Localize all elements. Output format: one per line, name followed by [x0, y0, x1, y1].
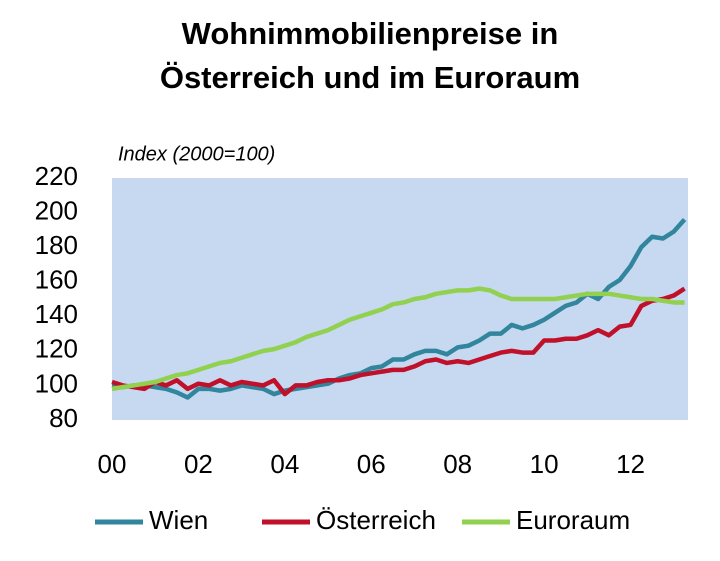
y-tick-label: 220	[35, 161, 78, 191]
y-tick-label: 120	[35, 334, 78, 364]
y-tick-label: 140	[35, 299, 78, 329]
y-tick-label: 180	[35, 230, 78, 260]
legend-label: Wien	[149, 505, 208, 535]
y-tick-label: 200	[35, 195, 78, 225]
plot-area	[112, 178, 688, 420]
y-tick-label: 160	[35, 265, 78, 295]
line	[111, 286, 686, 397]
legend-label: Österreich	[316, 505, 436, 535]
x-tick-label: 08	[443, 449, 472, 479]
x-tick-label: 12	[616, 449, 645, 479]
line	[111, 286, 685, 392]
x-tick-label: 00	[98, 449, 127, 479]
x-tick-label: 06	[357, 449, 386, 479]
x-tick-label: 02	[184, 449, 213, 479]
chart-title: Österreich und im Euroraum	[160, 60, 580, 95]
legend-label: Euroraum	[516, 505, 630, 535]
y-axis-label: Index (2000=100)	[118, 143, 275, 165]
x-tick-label: 10	[530, 449, 559, 479]
y-tick-label: 80	[49, 403, 78, 433]
y-tick-label: 100	[35, 368, 78, 398]
chart-title: Wohnimmobilienpreise in	[182, 16, 559, 51]
x-tick-label: 04	[270, 449, 299, 479]
